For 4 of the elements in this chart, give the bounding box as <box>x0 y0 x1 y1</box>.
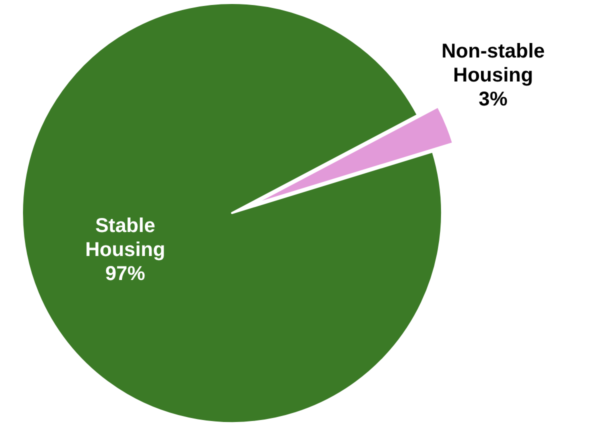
slice-label: Non-stable Housing <box>441 40 545 87</box>
data-label: 97% <box>105 263 146 286</box>
slice-label: Stable Housing <box>85 215 166 262</box>
data-label: 3% <box>478 88 508 111</box>
